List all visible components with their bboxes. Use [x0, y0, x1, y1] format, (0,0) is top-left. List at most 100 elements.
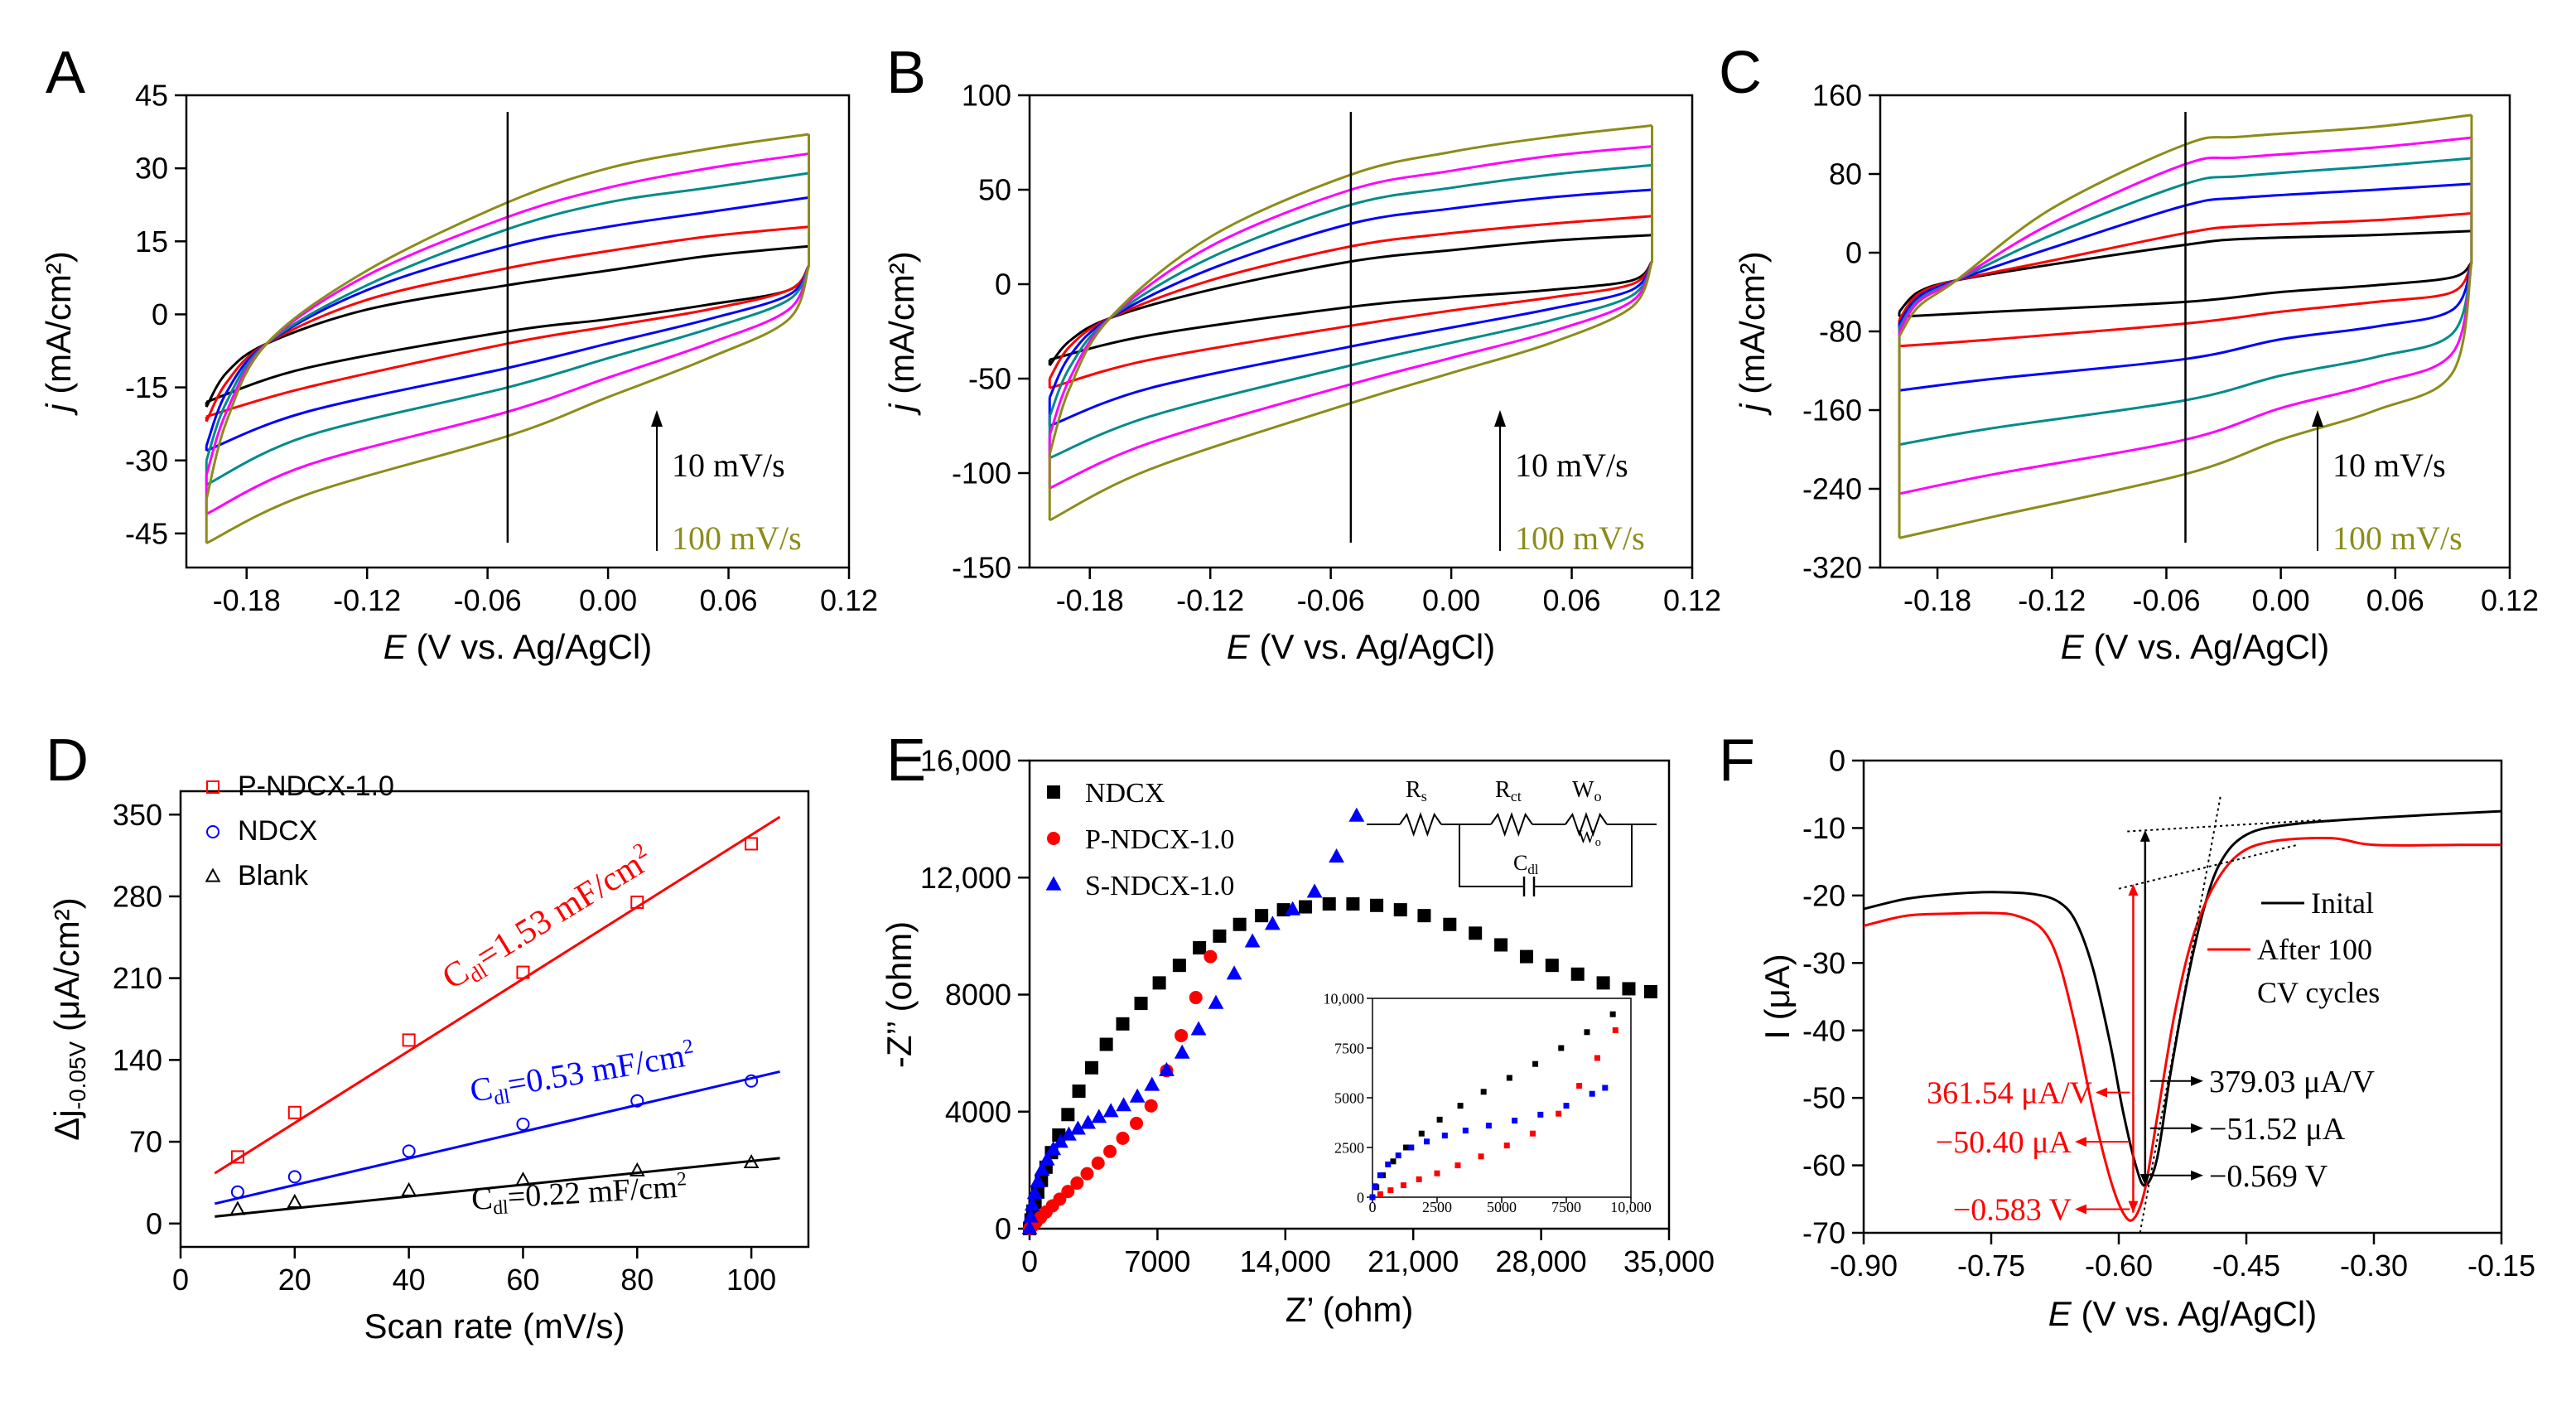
inset-data-point	[1612, 1027, 1618, 1033]
x-tick-label: 0.06	[700, 583, 758, 617]
y-tick-label: 4000	[945, 1094, 1011, 1128]
x-tick-label: -0.12	[2018, 583, 2086, 617]
scan-rate-high-label: 100 mV/s	[1515, 519, 1645, 557]
circuit-label-main: R	[1406, 777, 1421, 803]
inset-data-point	[1436, 1116, 1443, 1123]
panel-letter: B	[886, 40, 926, 106]
x-tick-label: 40	[393, 1263, 426, 1297]
x-tick-label: 7000	[1124, 1244, 1190, 1278]
peak-height-arrow-tail	[2128, 1201, 2139, 1213]
circuit-label: Rs	[1406, 777, 1427, 804]
y-tick-label: 16,000	[920, 744, 1011, 778]
cv-cathodic-trace	[1049, 260, 1653, 389]
baseline-tangent	[2118, 843, 2298, 890]
x-axis-label-italic: E	[384, 627, 408, 666]
y-tick-label: -60	[1802, 1148, 1845, 1182]
legend-label: P-NDCX-1.0	[1085, 824, 1234, 855]
inset-data-point	[1385, 1161, 1392, 1167]
data-point	[1021, 1220, 1038, 1234]
cv-anodic-trace	[205, 152, 809, 476]
x-tick-label: 0.00	[579, 583, 637, 617]
cv-cathodic-trace	[1898, 262, 2473, 392]
x-axis-label: E (V vs. Ag/AgCl)	[1227, 627, 1495, 666]
circuit-label-sub: o	[1594, 788, 1601, 804]
y-axis-label-main: Δj	[47, 1109, 86, 1140]
x-tick-label: 0	[1021, 1244, 1038, 1278]
legend-marker	[205, 867, 221, 882]
y-tick-label: 0	[1829, 744, 1845, 778]
data-point	[630, 895, 644, 909]
data-point	[1622, 982, 1636, 996]
y-tick-label: 0	[1357, 1189, 1364, 1205]
data-point	[1144, 1076, 1160, 1091]
annotation-leader-head	[2191, 1123, 2203, 1133]
data-point	[1116, 1017, 1130, 1031]
scan-rate-arrow-head	[1494, 410, 1506, 427]
x-tick-label: 0	[172, 1263, 189, 1297]
x-tick-label: 28,000	[1496, 1244, 1587, 1278]
plot-frame	[179, 790, 810, 1249]
x-tick-label: 35,000	[1623, 1244, 1715, 1278]
circuit-label: Wo	[1572, 777, 1602, 804]
y-tick-label: 0	[995, 1212, 1011, 1246]
data-point	[1226, 965, 1242, 980]
inset-data-point	[1503, 1143, 1510, 1149]
scan-rate-low-label: 10 mV/s	[1515, 447, 1628, 484]
y-tick-label: -150	[952, 551, 1011, 585]
x-tick-label: 7500	[1551, 1199, 1581, 1215]
data-point	[229, 1201, 246, 1215]
cv-cathodic-trace	[1898, 262, 2473, 447]
circuit-rct-resistor	[1490, 811, 1533, 838]
inset-data-point	[1584, 1029, 1590, 1036]
y-tick-label: -50	[1802, 1081, 1845, 1115]
inset-data-point	[1558, 1045, 1565, 1051]
x-tick-label: 60	[506, 1263, 539, 1297]
data-point	[1393, 903, 1407, 917]
data-point	[402, 1033, 416, 1047]
y-tick-label: -15	[125, 370, 168, 404]
data-point	[1306, 883, 1323, 898]
legend-marker	[206, 780, 219, 794]
scan-rate-low-label: 10 mV/s	[2332, 447, 2446, 484]
data-point	[1174, 1044, 1190, 1059]
x-tick-label: -0.12	[1176, 583, 1244, 617]
circuit-label: Rct	[1495, 777, 1522, 804]
y-tick-label: 140	[113, 1043, 162, 1077]
annotation-label: −50.40 μA	[1936, 1125, 2072, 1160]
x-axis-label-italic: E	[1227, 627, 1251, 666]
data-point	[1213, 929, 1227, 943]
y-tick-label: 8000	[945, 978, 1011, 1012]
annotation-leader-head	[2191, 1075, 2203, 1086]
x-tick-label: -0.06	[454, 583, 522, 617]
data-point	[287, 1105, 301, 1119]
y-tick-label: 280	[113, 880, 162, 914]
inset-data-point	[1377, 1172, 1383, 1179]
data-point	[1045, 1141, 1062, 1156]
data-point	[1039, 1151, 1055, 1166]
x-axis-label: Z’ (ohm)	[1286, 1290, 1414, 1329]
x-tick-label: -0.18	[1056, 583, 1124, 617]
inset-data-point	[1390, 1158, 1397, 1165]
data-point	[402, 1144, 416, 1158]
circuit-label-main: R	[1495, 777, 1511, 803]
y-tick-label: -70	[1802, 1216, 1845, 1250]
y-tick-label: 10,000	[1324, 990, 1365, 1007]
x-tick-label: -0.60	[2085, 1249, 2153, 1283]
data-point	[1130, 1116, 1144, 1130]
annotation-label: 379.03 μA/V	[2209, 1065, 2375, 1099]
data-point	[1570, 967, 1585, 981]
circuit-label-main: W	[1578, 826, 1595, 847]
circuit-rs-resistor	[1399, 811, 1442, 838]
inset-data-point	[1434, 1170, 1440, 1176]
cv-cathodic-trace	[1049, 260, 1653, 460]
inset-data-point	[1462, 1128, 1469, 1134]
cv-anodic-trace	[1048, 188, 1652, 399]
x-tick-label: 0	[1369, 1199, 1377, 1215]
inset-data-point	[1602, 1085, 1609, 1091]
inset-data-point	[1441, 1133, 1448, 1139]
x-axis-label: E (V vs. Ag/AgCl)	[384, 627, 652, 666]
data-point	[1116, 1131, 1130, 1145]
y-axis-label: j (mA/cm²)	[1733, 251, 1772, 416]
y-tick-label: -10	[1802, 811, 1845, 845]
